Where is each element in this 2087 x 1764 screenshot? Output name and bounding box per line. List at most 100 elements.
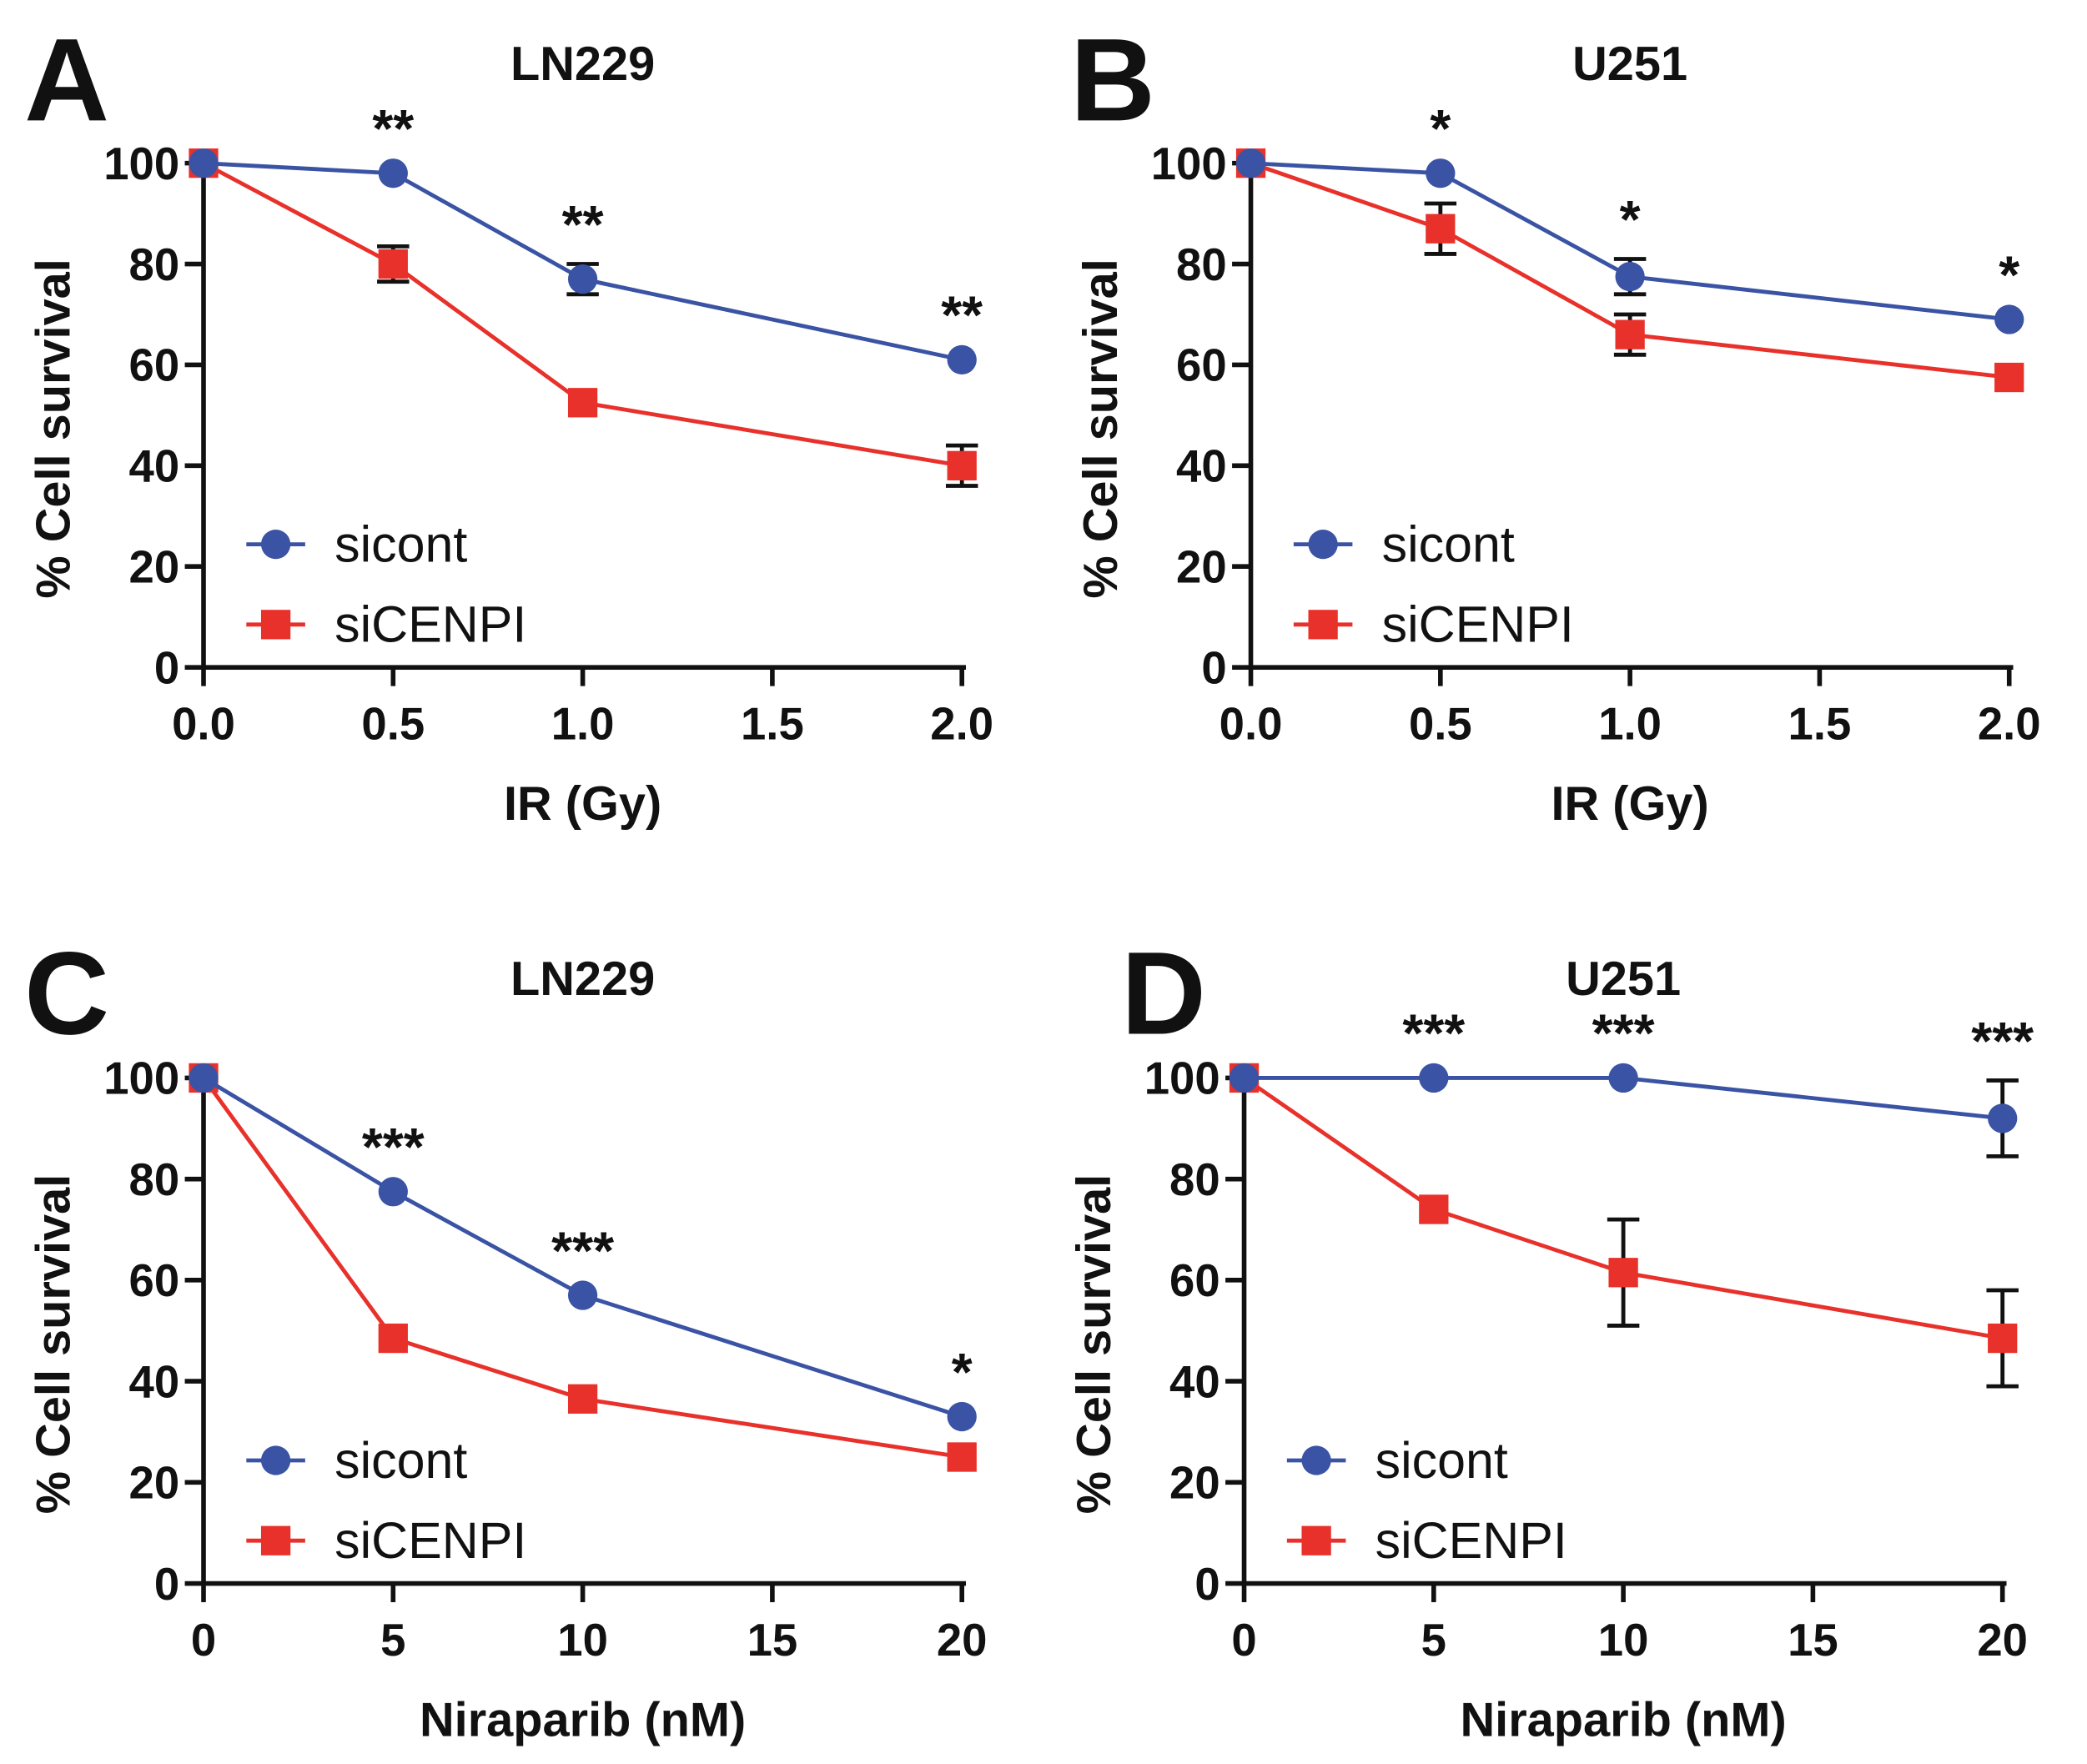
- significance-label: ***: [1971, 1011, 2034, 1071]
- panel-letter: D: [1121, 927, 1206, 1058]
- chart-title: U251: [1566, 952, 1681, 1006]
- y-tick-label: 60: [1176, 340, 1227, 391]
- x-tick-label: 0.5: [1409, 699, 1472, 750]
- panel-C: C LN229 0 20 40 60 80 100 0 5 10 15 20 Niraparib (nM)…: [24, 927, 987, 1746]
- y-tick-label: 60: [129, 1255, 180, 1306]
- y-axis-label: % Cell survival: [28, 1174, 81, 1514]
- legend-label: sicont: [334, 1432, 467, 1489]
- data-point-siCENPI: [378, 249, 408, 279]
- y-tick-label: 0: [154, 642, 179, 693]
- legend-label: siCENPI: [334, 1512, 526, 1569]
- x-tick-label: 5: [1421, 1615, 1446, 1666]
- significance-label: ***: [362, 1117, 425, 1177]
- data-point-siCENPI: [947, 450, 977, 480]
- data-point-siCENPI: [1615, 319, 1645, 349]
- data-point-sicont: [947, 1401, 977, 1432]
- legend-label: siCENPI: [334, 596, 526, 653]
- x-axis-label: Niraparib (nM): [1461, 1693, 1787, 1746]
- data-point-siCENPI: [1994, 362, 2024, 393]
- data-point-siCENPI: [947, 1442, 977, 1472]
- y-tick-label: 60: [1169, 1255, 1220, 1306]
- series-line-sicont: [1250, 161, 2009, 322]
- data-point-sicont: [189, 1063, 219, 1093]
- y-tick-label: 20: [1169, 1458, 1220, 1509]
- x-axis-label: Niraparib (nM): [420, 1693, 746, 1746]
- y-tick-label: 20: [129, 541, 180, 592]
- y-tick-label: 40: [129, 441, 180, 492]
- data-point-siCENPI: [1419, 1194, 1449, 1224]
- y-tick-label: 100: [1151, 138, 1227, 189]
- significance-label: ***: [551, 1220, 614, 1280]
- data-point-sicont: [947, 344, 977, 375]
- significance-label: *: [1620, 189, 1641, 249]
- y-tick-label: 100: [103, 1053, 179, 1104]
- x-tick-label: 1.5: [741, 699, 804, 750]
- y-tick-label: 20: [1176, 541, 1227, 592]
- data-point-sicont: [1994, 304, 2024, 334]
- y-tick-label: 80: [1176, 239, 1227, 290]
- data-point-siCENPI: [1426, 214, 1456, 244]
- significance-label: ***: [1402, 1003, 1465, 1063]
- series-line-sicont: [202, 1076, 963, 1419]
- x-tick-label: 10: [557, 1615, 608, 1666]
- y-tick-label: 40: [1169, 1356, 1220, 1407]
- legend-marker-siCENPI: [1308, 610, 1338, 640]
- x-tick-label: 1.0: [1598, 699, 1662, 750]
- y-tick-label: 60: [129, 340, 180, 391]
- data-point-sicont: [1419, 1063, 1449, 1093]
- y-tick-label: 80: [129, 239, 180, 290]
- panel-B: B U251 0 20 40 60 80 100 0.0 0.5 1.0 1.5 2.0 IR (Gy)%…: [1070, 13, 2041, 831]
- legend-marker-sicont: [260, 529, 291, 560]
- legend-label: siCENPI: [1375, 1512, 1567, 1569]
- y-tick-label: 40: [1176, 441, 1227, 492]
- data-point-sicont: [378, 158, 408, 188]
- significance-label: *: [1999, 244, 2019, 304]
- legend-marker-siCENPI: [1301, 1525, 1331, 1555]
- x-tick-label: 5: [380, 1615, 405, 1666]
- y-axis-label: % Cell survival: [1074, 259, 1128, 598]
- data-point-sicont: [1235, 148, 1266, 178]
- chart-title: LN229: [510, 952, 655, 1006]
- data-point-sicont: [567, 264, 598, 294]
- y-axis-label: % Cell survival: [1068, 1174, 1121, 1514]
- series-line-sicont: [1244, 1076, 2003, 1121]
- data-point-sicont: [1988, 1103, 2018, 1133]
- x-axis-label: IR (Gy): [504, 777, 661, 831]
- data-point-sicont: [1615, 262, 1645, 292]
- y-tick-label: 0: [1194, 1559, 1220, 1610]
- data-point-sicont: [1229, 1063, 1260, 1093]
- series-line-sicont: [203, 161, 963, 362]
- legend-label: sicont: [334, 515, 467, 572]
- x-tick-label: 15: [747, 1615, 798, 1666]
- data-point-sicont: [1608, 1063, 1638, 1093]
- y-tick-label: 80: [129, 1154, 180, 1205]
- series-line-siCENPI: [1250, 161, 2009, 379]
- x-tick-label: 20: [937, 1615, 988, 1666]
- series-line-siCENPI: [202, 161, 963, 468]
- data-point-siCENPI: [1608, 1258, 1638, 1288]
- data-point-siCENPI: [567, 388, 598, 418]
- x-tick-label: 20: [1977, 1615, 2028, 1666]
- x-tick-label: 0.0: [172, 699, 235, 750]
- x-tick-label: 0.5: [361, 699, 425, 750]
- data-point-siCENPI: [378, 1323, 408, 1354]
- chart-title: U251: [1572, 38, 1687, 91]
- legend-marker-sicont: [1301, 1445, 1331, 1475]
- legend-marker-siCENPI: [260, 610, 291, 640]
- legend-marker-sicont: [1308, 529, 1338, 560]
- y-tick-label: 0: [1201, 642, 1226, 693]
- significance-label: ***: [1592, 1003, 1655, 1063]
- y-tick-label: 100: [1144, 1053, 1220, 1104]
- y-tick-label: 20: [129, 1458, 180, 1509]
- chart-title: LN229: [510, 38, 655, 91]
- significance-label: **: [941, 285, 983, 345]
- y-axis-label: % Cell survival: [28, 259, 81, 598]
- data-point-sicont: [189, 148, 219, 178]
- significance-label: **: [372, 98, 414, 158]
- x-tick-label: 2.0: [930, 699, 993, 750]
- series-line-siCENPI: [202, 1076, 963, 1460]
- legend-marker-siCENPI: [260, 1525, 291, 1555]
- significance-label: *: [1430, 98, 1451, 158]
- legend-label: sicont: [1382, 515, 1515, 572]
